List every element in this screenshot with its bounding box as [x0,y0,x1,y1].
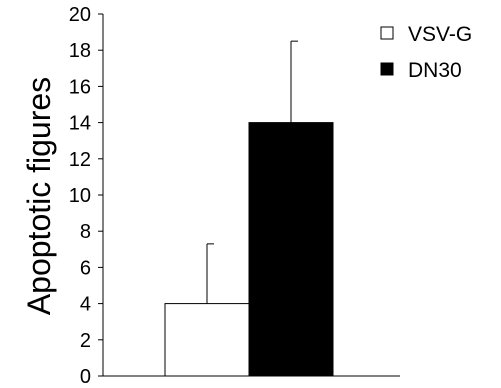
y-tick-label: 12 [69,149,91,171]
y-axis-title: Apoptotic figures [21,77,57,315]
y-tick-label: 4 [80,294,91,316]
legend-label-dn30: DN30 [408,59,462,82]
y-tick-label: 16 [69,76,91,98]
legend: VSV-G DN30 [380,23,472,82]
bar-dn30 [248,122,334,377]
y-tick-label: 0 [80,366,91,388]
bars-group [164,40,334,377]
y-tick-label: 20 [69,4,91,26]
legend-swatch-vsv-g [380,26,394,40]
y-tick-label: 8 [80,221,91,243]
legend-label-vsv-g: VSV-G [408,23,472,46]
bar-vsv-g [164,303,250,377]
y-tick-label: 18 [69,40,91,62]
y-tick-label: 10 [69,185,91,207]
y-tick-label: 6 [80,257,91,279]
y-tick-label: 14 [69,113,91,135]
y-tick-label: 2 [80,330,91,352]
y-axis-ticks: 0 2 4 6 8 10 12 14 16 18 20 [69,4,103,388]
legend-swatch-dn30 [380,62,394,76]
